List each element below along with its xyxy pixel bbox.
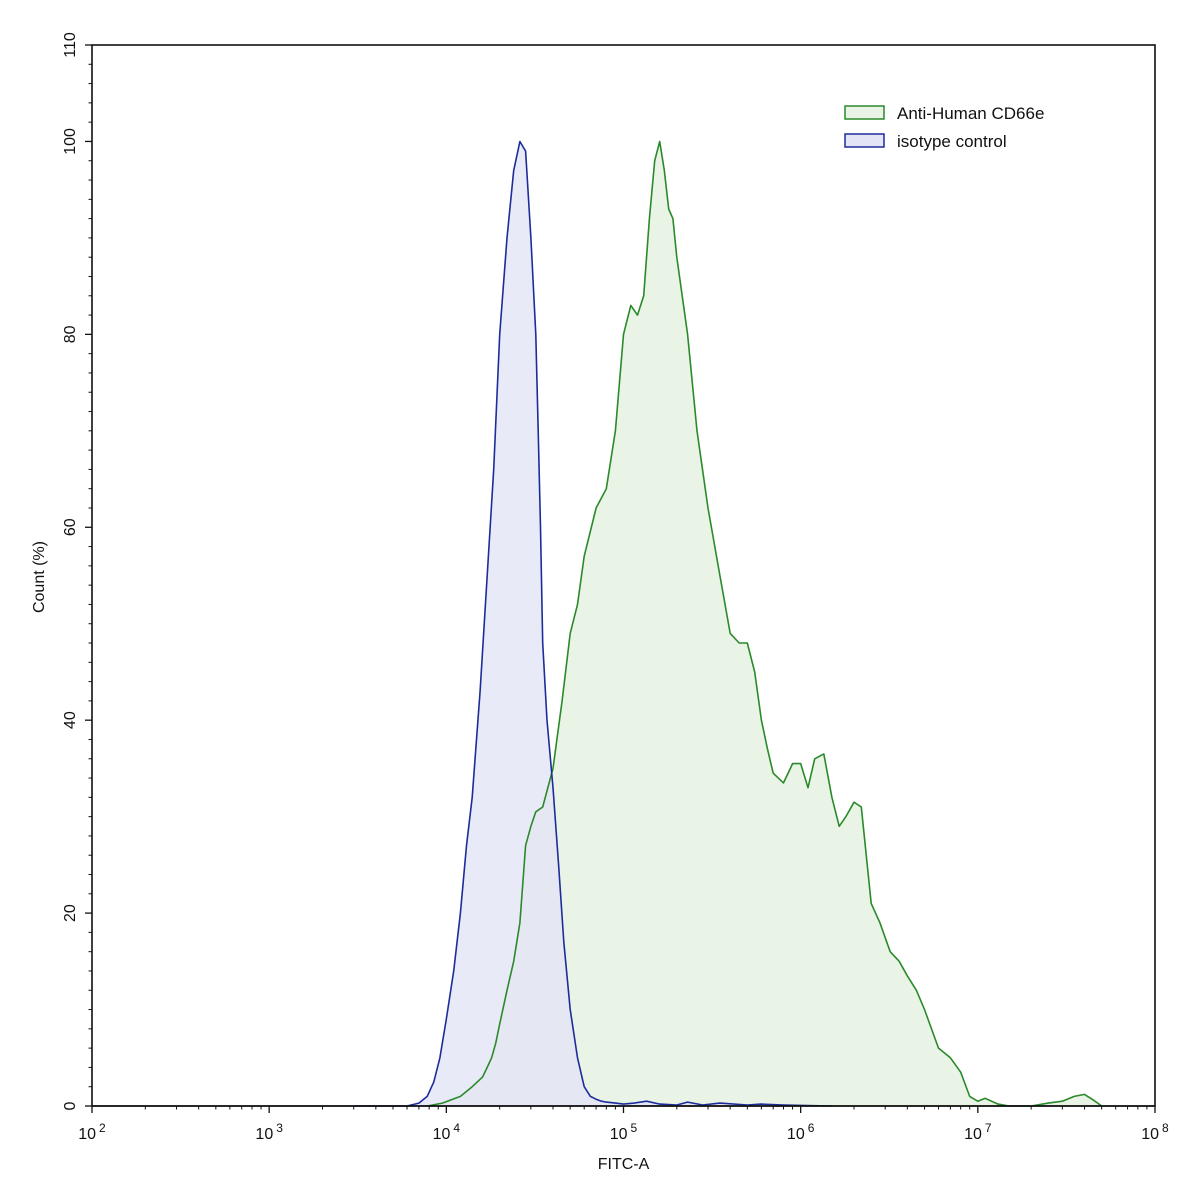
legend-label-isotype-control: isotype control [897,132,1007,151]
y-tick-label: 20 [62,904,79,922]
legend-swatch-isotype-control [844,133,885,148]
x-tick-label: 10 8 [1141,1121,1169,1143]
x-tick-label: 10 2 [78,1121,106,1143]
series-line-0 [427,140,1103,1107]
y-tick-label: 80 [62,325,79,343]
series-line-1 [353,140,832,1107]
y-tick-label: 110 [62,32,79,58]
x-tick-label: 10 4 [433,1121,461,1143]
x-tick-label: 10 7 [964,1121,992,1143]
x-tick-label: 10 3 [255,1121,283,1143]
legend-swatch-anti-human-cd66e [844,105,885,120]
x-tick-label: 10 5 [610,1121,638,1143]
series-fill-0 [427,141,1102,1106]
x-axis-title: FITC-A [598,1156,650,1173]
y-tick-label: 100 [62,128,79,155]
series-fill-1 [353,141,832,1106]
legend-label-anti-human-cd66e: Anti-Human CD66e [897,104,1044,123]
x-axis: 10 2 10 3 10 4 10 5 10 6 10 7 10 8 [78,1106,1169,1143]
y-tick-label: 40 [62,711,79,729]
y-tick-label: 60 [62,518,79,536]
y-axis-title: Count (%) [31,541,48,613]
x-tick-label: 10 6 [787,1121,815,1143]
legend: Anti-Human CD66e isotype control [844,104,1044,151]
y-axis: 0 20 40 60 80 100 110 [62,32,92,1110]
y-tick-label: 0 [62,1101,79,1110]
